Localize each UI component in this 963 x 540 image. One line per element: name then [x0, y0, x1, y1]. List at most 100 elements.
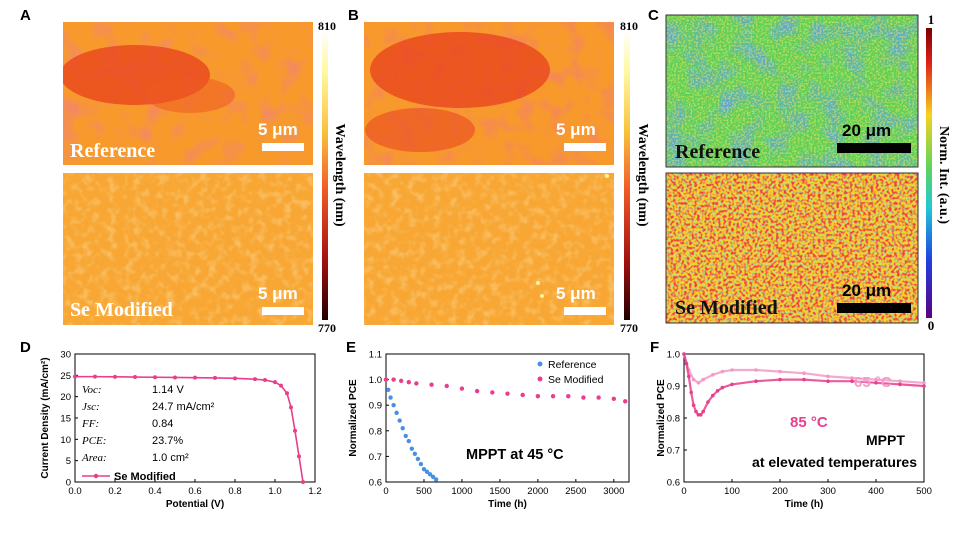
panel-b-letter: B: [348, 7, 359, 24]
panel-f-data-point: [922, 384, 926, 388]
panel-d-data-point: [263, 378, 267, 383]
panel-e-data-point: [418, 461, 424, 467]
panel-e-data-point: [459, 386, 465, 391]
panel-e-data-point: [596, 395, 601, 400]
panel-e-data-point: [400, 426, 405, 431]
panel-f-data-point: [706, 400, 710, 404]
panel-d-annotation-value: 23.7%: [152, 435, 183, 447]
panel-d-annotation-value: 24.7 mA/cm²: [152, 401, 215, 413]
panel-e-legend-marker: [537, 361, 543, 367]
panel-d-ylabel: Current Density (mA/cm²): [40, 357, 51, 478]
panel-e-legend-label: Se Modified: [548, 374, 604, 386]
panel-f-data-point: [730, 368, 734, 372]
panel-e-chart: E 0 500 1000 1500 2000 2500 3000 0.6 0.7 0.8 0.9 1.…: [346, 339, 630, 510]
panel-d-data-point: [193, 375, 197, 380]
wavelength-axis-label: Wavelength (nm): [332, 123, 347, 226]
panel-e-data-point: [444, 383, 449, 389]
panel-f-data-point: [711, 393, 715, 398]
panel-e-data-point: [474, 388, 480, 394]
panel-e-data-point: [394, 410, 399, 416]
wavelength-max-2: 810: [620, 19, 638, 33]
panel-d-annotation-key: Area:: [81, 452, 107, 464]
panel-e-ytick-label: 0.9: [369, 401, 382, 412]
panel-e-ytick-label: 0.8: [369, 426, 382, 437]
panel-e-data-point: [535, 394, 541, 399]
panel-d-xlabel: Potential (V): [166, 499, 224, 510]
panel-f-data-point: [874, 377, 878, 382]
panel-d-xtick-label: 0.4: [148, 486, 161, 497]
panel-e-data-point: [397, 418, 402, 423]
wavelength-max: 810: [318, 19, 336, 33]
panel-e-data-point: [415, 456, 421, 462]
wavelength-colorbar-2: 810 770 Wavelength (nm): [620, 19, 650, 335]
panel-b-scale-label-bottom: 5 μm: [556, 284, 596, 303]
panel-f-chart: F 0 100 200 300 400 500 0.6 0.7 0.8 0.9 1.0 Time (h…: [650, 339, 932, 510]
panel-f-xlabel: Time (h): [785, 499, 824, 510]
panel-e-data-point: [391, 403, 396, 408]
panel-f-data-point: [701, 409, 705, 414]
panel-f-xtick-label: 500: [916, 486, 932, 497]
panel-d-xtick-label: 1.2: [308, 486, 321, 497]
panel-a-scale-bar-top: [262, 143, 304, 151]
panel-e-ytick-label: 1.0: [369, 375, 382, 386]
panel-e-legend-marker: [537, 376, 543, 382]
panel-f-data-point: [754, 379, 758, 384]
panel-f-data-point: [922, 381, 926, 385]
panel-d-ytick-label: 30: [60, 350, 71, 361]
panel-d-annotation-value: 1.14 V: [152, 384, 184, 396]
panel-e-data-point: [611, 396, 617, 401]
intensity-colorbar: 1 0 Norm. Int. (a.u.): [926, 12, 951, 333]
panel-f-data-point: [687, 374, 691, 379]
panel-f-ytick-label: 1.0: [667, 350, 680, 361]
panel-f-data-point: [691, 377, 696, 382]
panel-f-ytick-label: 0.6: [667, 478, 680, 489]
panel-e-data-point: [429, 382, 434, 387]
panel-f-data-point: [802, 377, 806, 382]
panel-d-chart: D Voc: 1.14 V Jsc: 24.7 mA/cm² FF: 0.84 PCE: 23…: [20, 339, 322, 510]
panel-d-data-point: [285, 391, 289, 396]
panel-c-letter: C: [648, 7, 659, 24]
panel-f-annotation-65c: 65 °C: [854, 374, 892, 391]
panel-f-ytick-label: 0.7: [667, 446, 680, 457]
panel-e-data-point: [403, 433, 408, 439]
panel-f-data-point: [850, 376, 854, 380]
panel-f-series-line: [682, 353, 925, 416]
panel-e-data-point: [391, 377, 396, 382]
wavelength-gradient-2: [624, 30, 630, 320]
panel-f-series-line: [682, 353, 925, 385]
panel-e-data-point: [412, 451, 418, 457]
panel-f-data-point: [720, 369, 725, 374]
panel-e-frame: [385, 353, 630, 483]
panel-f-letter: F: [650, 339, 659, 356]
panel-f-data-point: [850, 379, 854, 384]
panel-a-scale-bar-bottom: [262, 307, 304, 315]
panel-d-letter: D: [20, 339, 31, 356]
panel-e-data-point: [421, 467, 427, 472]
panel-c-reference-label: Reference: [675, 141, 760, 163]
panel-f-xtick-label: 0: [681, 486, 686, 497]
wavelength-min: 770: [318, 321, 336, 335]
panel-e-data-point: [406, 379, 411, 385]
panel-e-annotation: MPPT at 45 °C: [466, 447, 564, 463]
panel-e-data-point: [409, 446, 415, 451]
intensity-gradient: [926, 28, 932, 318]
panel-a-top-map: [63, 22, 313, 165]
panel-e-ylabel: Normalized PCE: [348, 379, 359, 457]
panel-e-xtick-label: 2500: [565, 486, 586, 497]
panel-c-scale-bar-bottom: [837, 303, 911, 313]
panel-e-data-point: [430, 474, 436, 480]
panel-d-data-point: [289, 405, 293, 410]
panel-e-xtick-label: 0: [383, 486, 388, 497]
panel-e-data-point: [505, 391, 510, 396]
panel-e-data-point: [398, 378, 404, 384]
panel-e-data-point: [520, 392, 525, 398]
panel-e-data-point: [388, 395, 393, 400]
panel-b-bottom-map: [364, 173, 614, 325]
panel-d-data-point: [293, 428, 297, 433]
panel-d-annotation-value: 0.84: [152, 418, 173, 430]
panel-f-data-point: [754, 368, 758, 372]
panel-d-data-point: [133, 375, 137, 380]
panel-f-data-point: [778, 369, 782, 374]
panel-d-data-point: [273, 380, 277, 385]
